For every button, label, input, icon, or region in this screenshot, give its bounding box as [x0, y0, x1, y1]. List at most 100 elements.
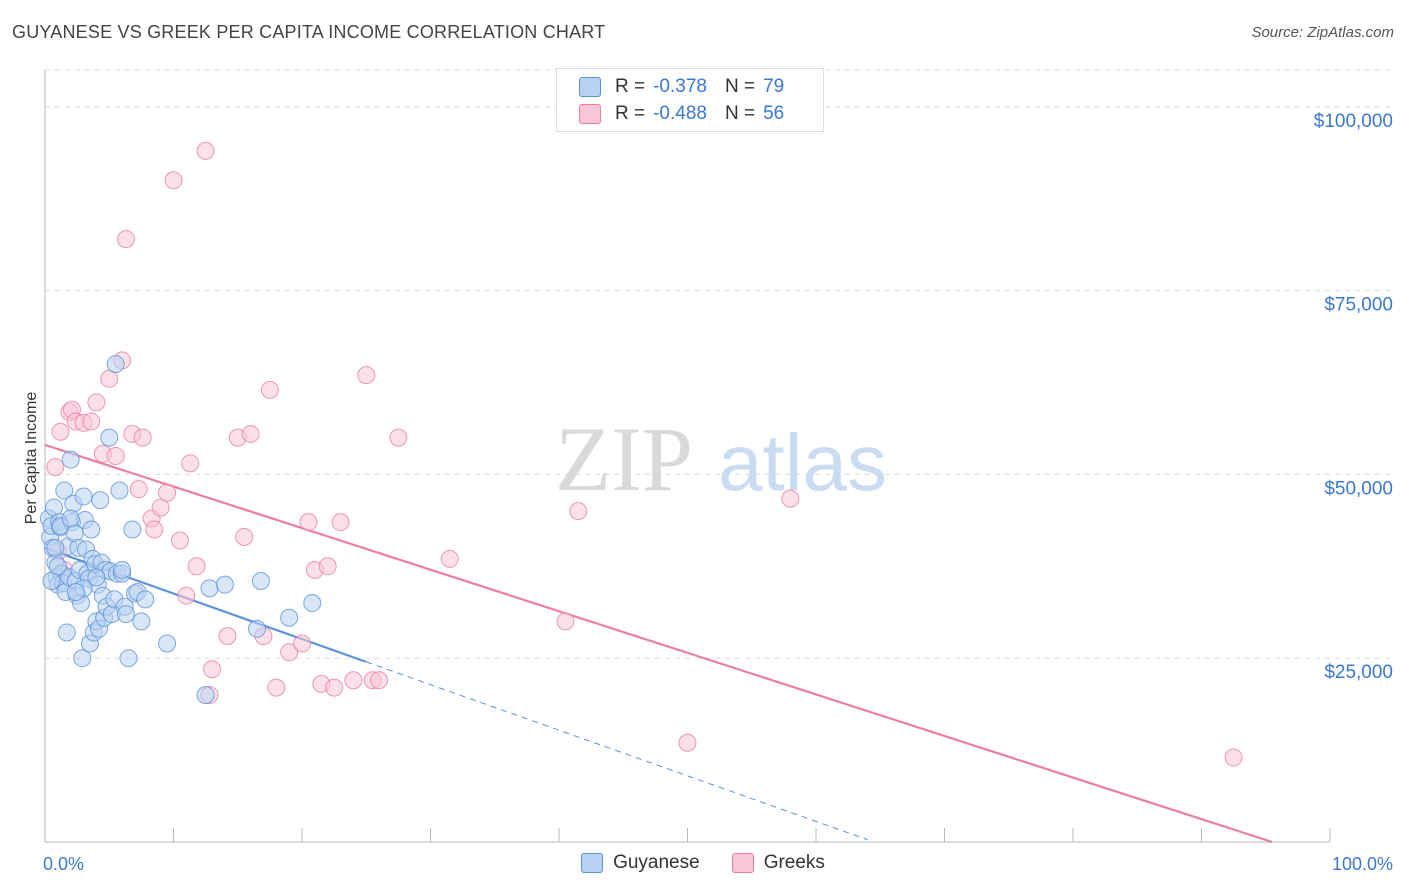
point-guyanese: [251, 571, 270, 590]
legend-swatch-guyanese: [579, 77, 601, 97]
point-greeks: [181, 454, 200, 473]
chart-title: GUYANESE VS GREEK PER CAPITA INCOME CORR…: [12, 22, 606, 42]
bottom-legend: Guyanese Greeks: [0, 852, 1406, 874]
point-guyanese: [57, 623, 76, 642]
point-greeks: [260, 380, 279, 399]
y-tick-label: $25,000: [1324, 662, 1393, 683]
point-guyanese: [196, 685, 215, 704]
bottom-legend-swatch-guyanese: [581, 853, 604, 873]
point-greeks: [129, 480, 148, 499]
point-guyanese: [110, 481, 129, 500]
point-guyanese: [82, 520, 101, 539]
point-greeks: [187, 557, 206, 576]
point-greeks: [440, 549, 459, 568]
y-tick-label: $100,000: [1314, 111, 1393, 132]
legend-row-greeks: R = -0.488 N = 56: [579, 102, 784, 126]
point-guyanese: [46, 538, 65, 557]
point-greeks: [318, 557, 337, 576]
x-tick-label-min: 0.0%: [43, 854, 84, 874]
point-greeks: [82, 412, 101, 431]
legend-n-value: 79: [763, 76, 785, 97]
point-greeks: [106, 447, 125, 465]
point-guyanese: [73, 649, 92, 668]
point-guyanese: [116, 605, 135, 624]
bottom-legend-guyanese: Guyanese: [581, 852, 700, 874]
bottom-legend-greeks: Greeks: [731, 852, 825, 874]
axes: [44, 70, 1331, 843]
axis-labels: $25,000 $50,000 $75,000 $100,000 0.0% 100.0% P…: [23, 111, 1393, 874]
point-guyanese: [136, 590, 155, 609]
point-greeks: [293, 634, 311, 653]
point-greeks: [164, 171, 183, 190]
point-greeks: [357, 366, 376, 385]
point-greeks: [331, 513, 350, 532]
legend-row-guyanese: R = -0.378 N = 79: [579, 75, 784, 99]
point-greeks: [87, 393, 106, 412]
trend-line-guyanese-extrapolated: [366, 661, 868, 841]
point-greeks: [325, 678, 344, 697]
point-greeks: [46, 458, 65, 477]
point-greeks: [370, 671, 389, 690]
point-greeks: [218, 627, 237, 646]
point-guyanese: [61, 509, 80, 528]
legend-n-label: N =: [724, 76, 756, 97]
point-guyanese: [48, 557, 67, 576]
point-greeks: [235, 527, 254, 546]
point-greeks: [299, 513, 318, 532]
point-greeks: [158, 483, 177, 502]
point-greeks: [170, 531, 189, 550]
point-guyanese: [113, 560, 132, 579]
legend-r-label: R =: [615, 76, 646, 97]
point-greeks: [241, 424, 260, 443]
point-greeks: [145, 520, 164, 539]
point-greeks: [556, 612, 575, 631]
point-guyanese: [132, 612, 151, 631]
point-greeks: [51, 422, 70, 441]
legend: R = -0.378 N = 79 R = -0.488 N = 56: [556, 68, 824, 132]
bottom-legend-label-greeks: Greeks: [763, 852, 825, 873]
legend-r-value: -0.488: [653, 103, 707, 124]
trend-line-greeks: [44, 443, 1273, 844]
point-guyanese: [248, 619, 267, 638]
data-points: [39, 141, 1243, 767]
point-guyanese: [66, 583, 85, 602]
x-tick-label-max: 100.0%: [1332, 854, 1393, 874]
point-guyanese: [55, 481, 74, 500]
point-greeks: [781, 489, 800, 508]
legend-n-label: N =: [724, 103, 756, 124]
point-greeks: [344, 671, 363, 690]
legend-r-value: -0.378: [653, 76, 707, 97]
bottom-legend-swatch-greeks: [731, 853, 754, 873]
point-greeks: [280, 643, 299, 662]
point-greeks: [133, 428, 152, 447]
point-greeks: [177, 586, 196, 605]
point-guyanese: [100, 428, 119, 447]
point-guyanese: [280, 608, 299, 627]
point-guyanese: [303, 594, 322, 613]
bottom-legend-label-guyanese: Guyanese: [613, 852, 700, 873]
point-guyanese: [123, 520, 142, 539]
legend-swatch-greeks: [579, 104, 601, 124]
y-axis-title: Per Capita Income: [23, 392, 40, 525]
point-greeks: [1224, 748, 1243, 767]
point-greeks: [267, 678, 286, 697]
watermark-atlas: atlas: [718, 418, 887, 507]
point-guyanese: [87, 568, 106, 587]
point-greeks: [203, 660, 222, 679]
point-guyanese: [74, 487, 93, 506]
point-guyanese: [215, 575, 234, 594]
point-guyanese: [61, 450, 80, 469]
point-greeks: [196, 141, 215, 160]
legend-r-label: R =: [615, 103, 646, 124]
chart-source: Source: ZipAtlas.com: [1251, 24, 1394, 41]
y-tick-label: $75,000: [1324, 295, 1393, 316]
point-guyanese: [158, 634, 177, 653]
point-greeks: [389, 428, 408, 447]
grid-lines: [45, 69, 1392, 659]
point-greeks: [678, 733, 697, 752]
watermark-zip: ZIP: [555, 408, 693, 510]
y-tick-label: $50,000: [1324, 478, 1393, 499]
point-greeks: [569, 502, 588, 521]
point-greeks: [116, 230, 135, 249]
point-guyanese: [106, 355, 125, 374]
